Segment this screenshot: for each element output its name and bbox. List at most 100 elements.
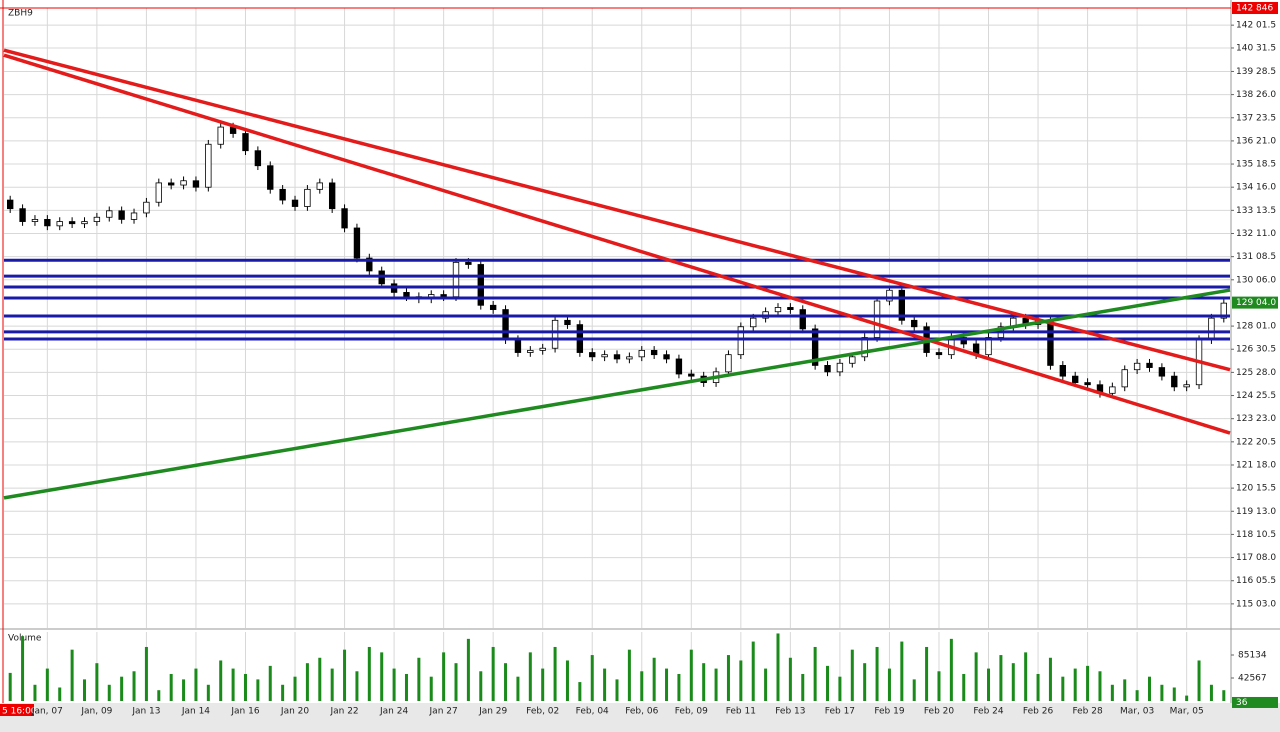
candle-body: [911, 319, 918, 328]
volume-bar: [1197, 660, 1201, 701]
volume-last-label: 36: [1236, 698, 1248, 708]
candle-body: [68, 221, 76, 225]
x-tick-label: Feb 26: [1023, 707, 1054, 717]
candle-body: [551, 319, 559, 349]
candle-body: [81, 221, 88, 225]
candle-body: [242, 133, 249, 152]
candle-body: [1121, 369, 1128, 388]
y-tick-label: 142 01.5: [1236, 21, 1276, 31]
symbol: ZBH9: [8, 9, 33, 19]
candle-body: [452, 261, 460, 298]
volume-bar: [107, 684, 111, 701]
candle-body: [118, 210, 125, 220]
candle-body: [93, 216, 101, 222]
x-tick-label: Feb 11: [726, 707, 756, 717]
y-tick-label: 140 31.5: [1236, 43, 1276, 53]
volume-bar: [1011, 663, 1015, 701]
volume-bar: [1172, 687, 1176, 701]
volume-bar: [726, 655, 730, 701]
volume-bar: [82, 679, 86, 701]
candle-body: [601, 354, 608, 358]
candle-body: [31, 219, 39, 222]
candle-body: [328, 182, 336, 210]
candle-body: [267, 165, 274, 190]
x-tick-label: Mar, 03: [1120, 707, 1154, 717]
volume-bar: [615, 679, 619, 701]
volume-bar: [318, 657, 322, 701]
x-tick-label: Feb 19: [874, 707, 905, 717]
candle-body: [799, 309, 806, 330]
volume-bar: [1123, 679, 1127, 701]
x-tick-label: Jan 20: [280, 707, 309, 717]
volume-bar: [1073, 668, 1077, 701]
candle-body: [366, 257, 373, 272]
candle-body: [155, 182, 162, 203]
candle-body: [1133, 362, 1141, 371]
volume-bar: [863, 663, 867, 701]
candle-body: [663, 354, 670, 360]
candle-body: [1146, 362, 1153, 368]
candle-body: [217, 126, 224, 145]
volume-bar: [1222, 690, 1226, 701]
candle-body: [564, 319, 571, 326]
volume-bar: [1209, 684, 1213, 701]
volume-bar: [925, 646, 929, 701]
volume-bar: [541, 668, 545, 701]
x-tick-label: Feb, 04: [576, 707, 609, 717]
volume-bar: [293, 676, 297, 701]
volume-bar: [974, 652, 978, 701]
volume-bar: [813, 646, 817, 701]
candle-body: [7, 199, 14, 210]
y-tick-label: 124 25.5: [1236, 391, 1276, 401]
volume-bar: [1110, 684, 1114, 701]
volume-bar: [21, 636, 25, 701]
volume-bar: [206, 684, 210, 701]
volume-bar: [1135, 690, 1139, 701]
volume-bar: [1160, 684, 1164, 701]
candle-body: [1047, 319, 1054, 366]
y-tick-label: 122 20.5: [1236, 437, 1276, 447]
volume-bar: [627, 649, 631, 701]
candle-body: [167, 182, 175, 186]
candle-body: [725, 354, 732, 373]
volume-bar: [454, 663, 458, 701]
candle-body: [1208, 317, 1215, 341]
trend-line: [3, 48, 1231, 372]
candle-body: [514, 339, 522, 353]
x-tick-label: Jan 14: [181, 707, 210, 717]
volume-bar: [764, 668, 768, 701]
candle-body: [675, 358, 683, 375]
date-strip: [0, 703, 1280, 732]
volume-bar: [987, 668, 991, 701]
volume-bar: [801, 673, 805, 701]
candle-body: [291, 199, 299, 207]
candle-body: [849, 356, 856, 364]
volume-bar: [838, 676, 842, 701]
y-tick-label: 136 21.0: [1236, 136, 1276, 146]
volume-bar: [565, 660, 569, 701]
x-tick-label: Feb, 09: [675, 707, 708, 717]
volume-bar: [343, 649, 347, 701]
volume-bar: [714, 668, 718, 701]
x-tick-label: Jan, 07: [31, 707, 63, 717]
volume-bar: [850, 649, 854, 701]
volume-bar: [553, 646, 557, 701]
volume-bar: [1098, 671, 1102, 701]
volume-bar: [590, 655, 594, 701]
candle-body: [192, 180, 200, 188]
y-tick-label: 118 10.5: [1236, 530, 1276, 540]
volume-bar: [355, 671, 359, 701]
y-tick-label: 116 05.5: [1236, 576, 1276, 586]
volume-bar: [875, 646, 879, 701]
candle-body: [824, 365, 831, 373]
candle-body: [811, 328, 819, 366]
y-tick-label: 132 11.0: [1236, 229, 1276, 239]
candle-body: [489, 304, 497, 310]
volume-bar: [429, 676, 433, 701]
volume-bar: [231, 668, 235, 701]
volume-bar: [912, 679, 916, 701]
candle-body: [304, 188, 311, 207]
x-tick-label: Jan 29: [478, 707, 507, 717]
y-tick-label: 128 01.0: [1236, 322, 1276, 332]
